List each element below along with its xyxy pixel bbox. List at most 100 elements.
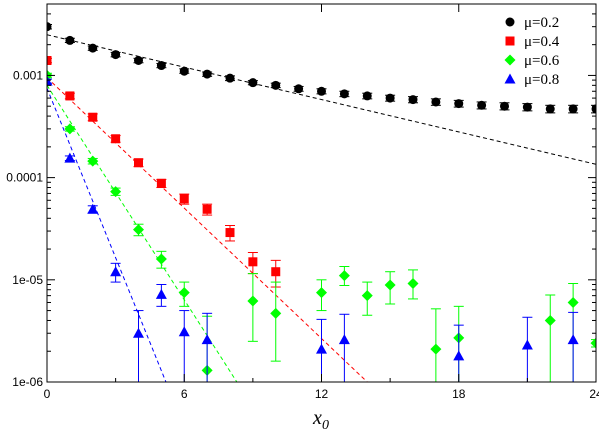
error-bar: [179, 310, 190, 382]
x-tick-label: 6: [181, 387, 188, 401]
fit-line: [47, 77, 368, 382]
legend-label: μ=0.6: [524, 53, 560, 69]
error-bar: [522, 316, 533, 382]
data-point: [522, 102, 532, 112]
data-point: [338, 334, 350, 345]
legend-item: μ=0.6: [504, 53, 560, 69]
error-bar: [545, 294, 556, 382]
data-point: [431, 97, 441, 107]
data-point: [270, 307, 282, 319]
data-point: [65, 91, 75, 101]
error-bar: [339, 313, 350, 382]
data-point: [155, 288, 167, 299]
data-point: [590, 337, 596, 349]
legend-item: μ=0.4: [505, 34, 560, 50]
data-point: [407, 278, 419, 290]
data-point: [454, 99, 464, 109]
series-triangle: [47, 75, 579, 382]
data-point: [338, 270, 350, 282]
y-axis-ticks: 1e-06 1e-05 0.0001 0.001: [6, 3, 596, 389]
data-point: [65, 35, 75, 45]
data-point: [477, 100, 487, 110]
y-tick-label: 0.001: [13, 68, 43, 82]
x-axis-label-subscript: 0: [322, 418, 329, 433]
data-point: [385, 93, 395, 103]
error-bar: [591, 104, 596, 114]
data-point: [133, 327, 144, 338]
legend-marker: [505, 17, 515, 27]
data-point: [225, 228, 235, 238]
legend-label: μ=0.8: [524, 72, 559, 88]
error-bar: [202, 312, 213, 382]
x-tick-label: 0: [44, 387, 51, 401]
data-point: [88, 43, 98, 53]
data-point: [248, 257, 258, 267]
data-point: [567, 296, 579, 308]
x-axis-label-main: x: [312, 407, 322, 429]
data-point: [521, 339, 533, 350]
data-point: [317, 86, 326, 96]
data-point: [384, 279, 396, 291]
data-point: [110, 186, 122, 198]
fit-line: [47, 85, 238, 382]
data-point: [133, 224, 144, 236]
data-point: [111, 50, 121, 60]
data-point: [568, 104, 578, 114]
data-point: [47, 55, 52, 65]
data-point: [271, 80, 281, 90]
error-bar: [270, 281, 281, 362]
data-point: [134, 55, 143, 65]
error-bar: [247, 273, 258, 342]
data-point: [567, 334, 579, 345]
data-point: [156, 61, 166, 71]
fit-line: [47, 88, 167, 382]
x-tick-label: 18: [452, 387, 466, 401]
data-point: [87, 155, 99, 167]
y-tick-label: 1e-06: [12, 375, 43, 389]
data-point: [339, 89, 349, 99]
x-axis-label: x0: [312, 407, 329, 433]
data-point: [178, 287, 190, 299]
data-point: [430, 343, 442, 355]
data-point: [202, 69, 212, 79]
data-point: [88, 112, 98, 122]
y-tick-label: 1e-05: [12, 273, 43, 287]
error-bar: [591, 339, 596, 348]
data-point: [202, 204, 212, 214]
legend: μ=0.2 μ=0.4 μ=0.6 μ=0.8: [504, 15, 560, 88]
data-point: [87, 203, 99, 214]
data-point: [361, 290, 373, 302]
data-point: [111, 134, 121, 144]
data-point: [545, 104, 555, 114]
data-point: [453, 350, 465, 361]
data-point: [271, 267, 281, 277]
data-point: [134, 158, 143, 168]
x-tick-label: 12: [315, 387, 329, 401]
data-point: [64, 152, 76, 163]
data-point: [110, 266, 122, 277]
data-point: [64, 123, 76, 135]
data-point: [179, 66, 189, 76]
x-axis-ticks: 0 6 12 18 24: [44, 4, 599, 401]
legend-label: μ=0.4: [524, 34, 560, 50]
data-point: [201, 334, 213, 345]
data-point: [362, 91, 372, 101]
y-tick-label: 0.0001: [6, 171, 43, 185]
data-point: [155, 253, 167, 265]
data-point: [316, 287, 327, 299]
legend-item: μ=0.8: [504, 72, 559, 88]
legend-marker: [504, 73, 516, 84]
series-square: [47, 55, 368, 382]
data-point: [500, 101, 509, 111]
data-point: [544, 314, 556, 326]
data-point: [247, 295, 259, 307]
data-point: [248, 78, 258, 88]
data-point: [316, 343, 327, 354]
data-point: [408, 95, 418, 105]
data-point: [156, 178, 166, 188]
data-point: [225, 73, 235, 83]
legend-marker: [504, 54, 516, 66]
data-point: [178, 326, 190, 337]
error-bar: [133, 310, 144, 382]
